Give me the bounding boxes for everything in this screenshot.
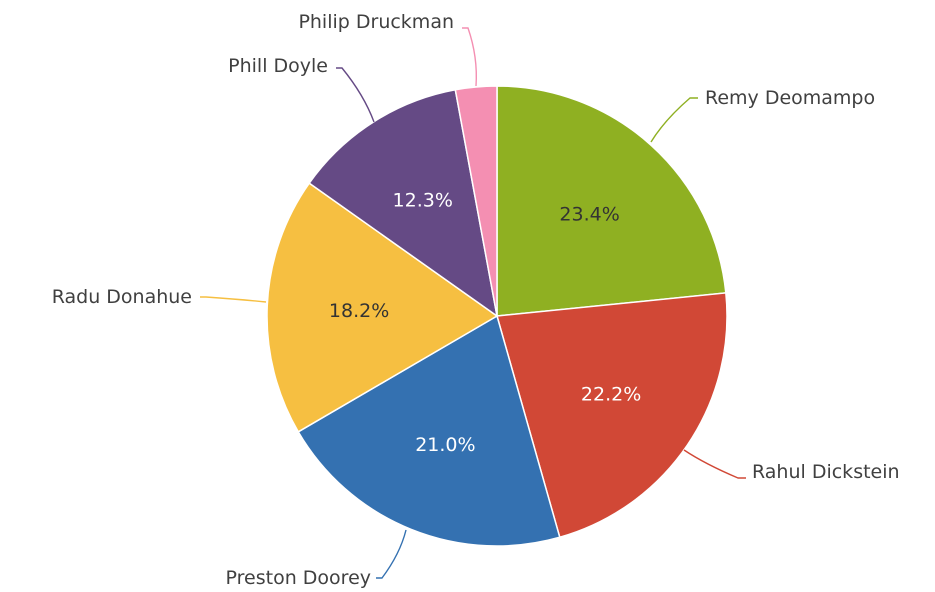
data-label-phill-doyle: 12.3% (393, 190, 453, 212)
slice-name-label-rahul-dickstein: Rahul Dickstein (752, 461, 900, 483)
pie-slices (266, 85, 728, 547)
leader-line-preston-doorey (376, 529, 407, 579)
slice-name-label-remy-deomampo: Remy Deomampo (705, 87, 875, 109)
data-label-remy-deomampo: 23.4% (559, 204, 619, 226)
slice-name-label-preston-doorey: Preston Doorey (226, 567, 371, 589)
pie-slice-radu-donahue[interactable] (266, 182, 499, 433)
slice-name-label-philip-druckman: Philip Druckman (298, 11, 454, 33)
pie-slice-rahul-dickstein[interactable] (496, 292, 728, 539)
pie-slice-preston-doorey[interactable] (297, 314, 561, 547)
leader-line-phill-doyle (336, 67, 375, 123)
pie-slice-phill-doyle[interactable] (308, 88, 499, 318)
leader-line-rahul-dickstein (683, 449, 746, 479)
data-label-radu-donahue: 18.2% (329, 300, 389, 322)
slice-name-label-radu-donahue: Radu Donahue (52, 286, 192, 308)
pie-slice-remy-deomampo[interactable] (496, 85, 727, 317)
pie-labels: 23.4% Remy Deomampo 22.2% Rahul Dickstein 21… (52, 11, 900, 589)
leader-line-philip-druckman (462, 27, 478, 87)
data-label-preston-doorey: 21.0% (415, 434, 475, 456)
leader-line-radu-donahue (200, 296, 267, 303)
slice-name-label-phill-doyle: Phill Doyle (228, 55, 328, 77)
data-label-rahul-dickstein: 22.2% (581, 384, 641, 406)
pie-slice-philip-druckman[interactable] (454, 85, 498, 317)
leader-line-remy-deomampo (650, 97, 698, 143)
